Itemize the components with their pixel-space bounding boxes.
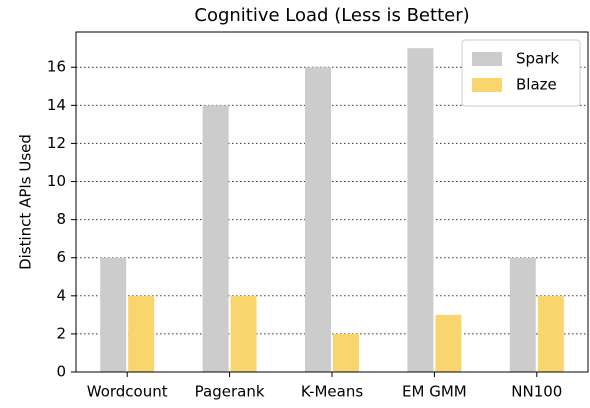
legend-swatch [472, 78, 502, 92]
x-tick-label: EM GMM [402, 383, 467, 401]
x-tick-label: Wordcount [87, 383, 168, 401]
y-tick-label: 0 [56, 363, 66, 381]
bar [128, 295, 155, 372]
y-tick-label: 4 [56, 286, 66, 304]
y-axis-label: Distinct APIs Used [17, 134, 35, 270]
y-tick-label: 10 [47, 172, 66, 190]
y-tick-label: 12 [47, 134, 66, 152]
x-tick-label: Pagerank [195, 383, 265, 401]
plot-frame [75, 31, 589, 373]
bar [202, 105, 229, 372]
y-tick-label: 2 [56, 324, 66, 342]
chart-title: Cognitive Load (Less is Better) [194, 5, 469, 26]
bar [435, 314, 462, 372]
bar [333, 333, 359, 372]
x-tick-label: K-Means [301, 383, 364, 401]
y-tick-label: 6 [56, 248, 66, 266]
legend-label: Spark [516, 50, 559, 68]
bar [509, 257, 536, 372]
legend-label: Blaze [516, 76, 557, 94]
bar [305, 67, 331, 372]
bar [537, 295, 564, 372]
bar [407, 48, 434, 372]
y-tick-label: 14 [47, 96, 66, 114]
y-tick-label: 8 [56, 210, 66, 228]
bar [100, 257, 127, 372]
bar [230, 295, 257, 372]
legend-swatch [472, 52, 502, 66]
y-tick-label: 16 [47, 58, 66, 76]
x-tick-label: NN100 [511, 383, 562, 401]
